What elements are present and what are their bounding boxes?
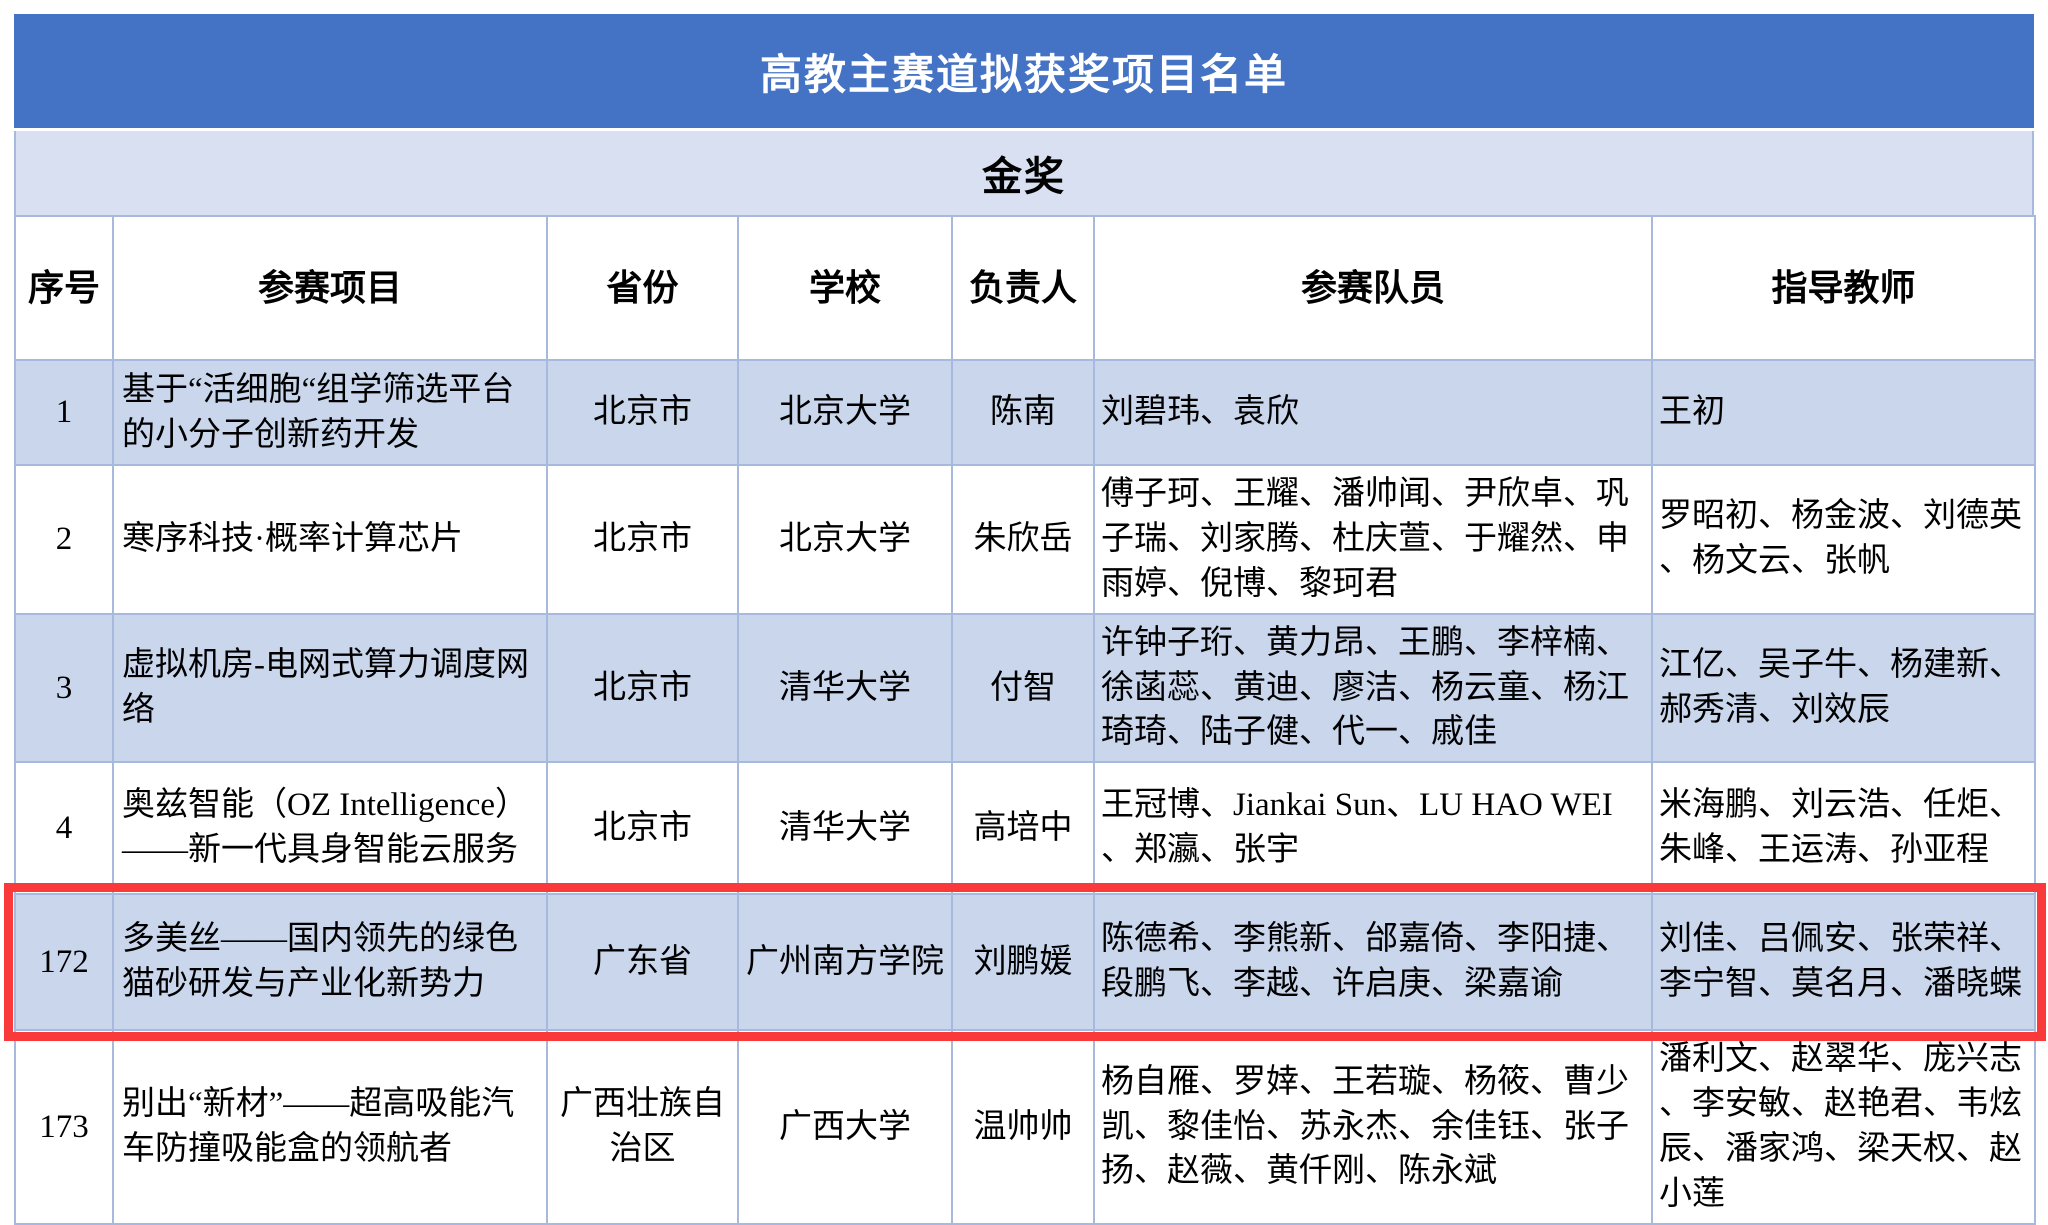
members-cell: 刘碧玮、袁欣 xyxy=(1093,359,1653,466)
sheet-title: 高教主赛道拟获奖项目名单 xyxy=(14,14,2034,131)
col-header-leader: 负责人 xyxy=(951,215,1095,361)
col-header-no: 序号 xyxy=(14,215,114,361)
award-sheet: 高教主赛道拟获奖项目名单 金奖 序号 参赛项目 省份 学校 负责人 参赛队员 指… xyxy=(14,14,2036,1225)
school-cell: 北京大学 xyxy=(737,359,953,466)
row-no-cell: 2 xyxy=(14,464,114,615)
leader-cell: 陈南 xyxy=(951,359,1095,466)
table-body: 1 基于“活细胞“组学筛选平台的小分子创新药开发 北京市 北京大学 陈南 刘碧玮、袁欣 王初… xyxy=(14,359,2036,1225)
teachers-cell: 潘利文、赵翠华、庞兴志、李安敏、赵艳君、韦炫辰、潘家鸿、梁天权、赵小莲 xyxy=(1651,1029,2036,1225)
col-header-members: 参赛队员 xyxy=(1093,215,1653,361)
province-cell: 北京市 xyxy=(546,464,739,615)
row-no-cell: 172 xyxy=(14,893,114,1032)
members-cell: 傅子珂、王耀、潘帅闻、尹欣卓、巩子瑞、刘家腾、杜庆萱、于耀然、申雨婷、倪博、黎珂… xyxy=(1093,464,1653,615)
col-header-province: 省份 xyxy=(546,215,739,361)
project-cell: 寒序科技·概率计算芯片 xyxy=(112,464,548,615)
province-cell: 北京市 xyxy=(546,359,739,466)
col-header-teachers: 指导教师 xyxy=(1651,215,2036,361)
table-row: 4 奥兹智能（OZ Intelligence）——新一代具身智能云服务 北京市 清华大… xyxy=(14,761,2036,896)
table-row: 3 虚拟机房-电网式算力调度网络 北京市 清华大学 付智 许钟子珩、黄力昂、王鹏、李梓楠、… xyxy=(14,612,2036,764)
teachers-cell: 王初 xyxy=(1651,359,2036,466)
leader-cell: 付智 xyxy=(951,612,1095,764)
project-cell: 多美丝——国内领先的绿色猫砂研发与产业化新势力 xyxy=(112,893,548,1032)
row-no-cell: 3 xyxy=(14,612,114,764)
project-cell: 奥兹智能（OZ Intelligence）——新一代具身智能云服务 xyxy=(112,761,548,896)
project-cell: 基于“活细胞“组学筛选平台的小分子创新药开发 xyxy=(112,359,548,466)
school-cell: 广西大学 xyxy=(737,1029,953,1225)
school-cell: 广州南方学院 xyxy=(737,893,953,1032)
leader-cell: 温帅帅 xyxy=(951,1029,1095,1225)
leader-cell: 朱欣岳 xyxy=(951,464,1095,615)
teachers-cell: 刘佳、吕佩安、张荣祥、李宁智、莫名月、潘晓蝶 xyxy=(1651,893,2036,1032)
row-no-cell: 4 xyxy=(14,761,114,896)
province-cell: 北京市 xyxy=(546,612,739,764)
table-row: 2 寒序科技·概率计算芯片 北京市 北京大学 朱欣岳 傅子珂、王耀、潘帅闻、尹欣卓、巩子瑞… xyxy=(14,464,2036,615)
project-cell: 虚拟机房-电网式算力调度网络 xyxy=(112,612,548,764)
row-no-cell: 1 xyxy=(14,359,114,466)
header-row: 序号 参赛项目 省份 学校 负责人 参赛队员 指导教师 xyxy=(14,215,2036,361)
teachers-cell: 罗昭初、杨金波、刘德英、杨文云、张帆 xyxy=(1651,464,2036,615)
teachers-cell: 米海鹏、刘云浩、任炬、朱峰、王运涛、孙亚程 xyxy=(1651,761,2036,896)
members-cell: 许钟子珩、黄力昂、王鹏、李梓楠、徐菡蕊、黄迪、廖洁、杨云童、杨江琦琦、陆子健、代… xyxy=(1093,612,1653,764)
province-cell: 广东省 xyxy=(546,893,739,1032)
members-cell: 王冠博、Jiankai Sun、LU HAO WEI、郑瀛、张宇 xyxy=(1093,761,1653,896)
table-row: 172 多美丝——国内领先的绿色猫砂研发与产业化新势力 广东省 广州南方学院 刘鹏媛 陈德… xyxy=(14,893,2036,1032)
leader-cell: 高培中 xyxy=(951,761,1095,896)
school-cell: 清华大学 xyxy=(737,612,953,764)
project-cell: 别出“新材”——超高吸能汽车防撞吸能盒的领航者 xyxy=(112,1029,548,1225)
members-cell: 杨自雁、罗婞、王若璇、杨筱、曹少凯、黎佳怡、苏永杰、余佳钰、张子扬、赵薇、黄仟刚… xyxy=(1093,1029,1653,1225)
row-no-cell: 173 xyxy=(14,1029,114,1225)
school-cell: 北京大学 xyxy=(737,464,953,615)
col-header-school: 学校 xyxy=(737,215,953,361)
province-cell: 广西壮族自治区 xyxy=(546,1029,739,1225)
award-section-label: 金奖 xyxy=(14,131,2034,215)
leader-cell: 刘鹏媛 xyxy=(951,893,1095,1032)
province-cell: 北京市 xyxy=(546,761,739,896)
teachers-cell: 江亿、吴子牛、杨建新、郝秀清、刘效辰 xyxy=(1651,612,2036,764)
table-row: 173 别出“新材”——超高吸能汽车防撞吸能盒的领航者 广西壮族自治区 广西大学 温帅帅… xyxy=(14,1029,2036,1225)
col-header-project: 参赛项目 xyxy=(112,215,548,361)
table-row: 1 基于“活细胞“组学筛选平台的小分子创新药开发 北京市 北京大学 陈南 刘碧玮、袁欣 王初 xyxy=(14,359,2036,466)
school-cell: 清华大学 xyxy=(737,761,953,896)
members-cell: 陈德希、李熊新、邰嘉倚、李阳捷、段鹏飞、李越、许启庚、梁嘉谕 xyxy=(1093,893,1653,1032)
award-table: 序号 参赛项目 省份 学校 负责人 参赛队员 指导教师 1 基于“活细胞“组学筛选… xyxy=(14,215,2036,1225)
